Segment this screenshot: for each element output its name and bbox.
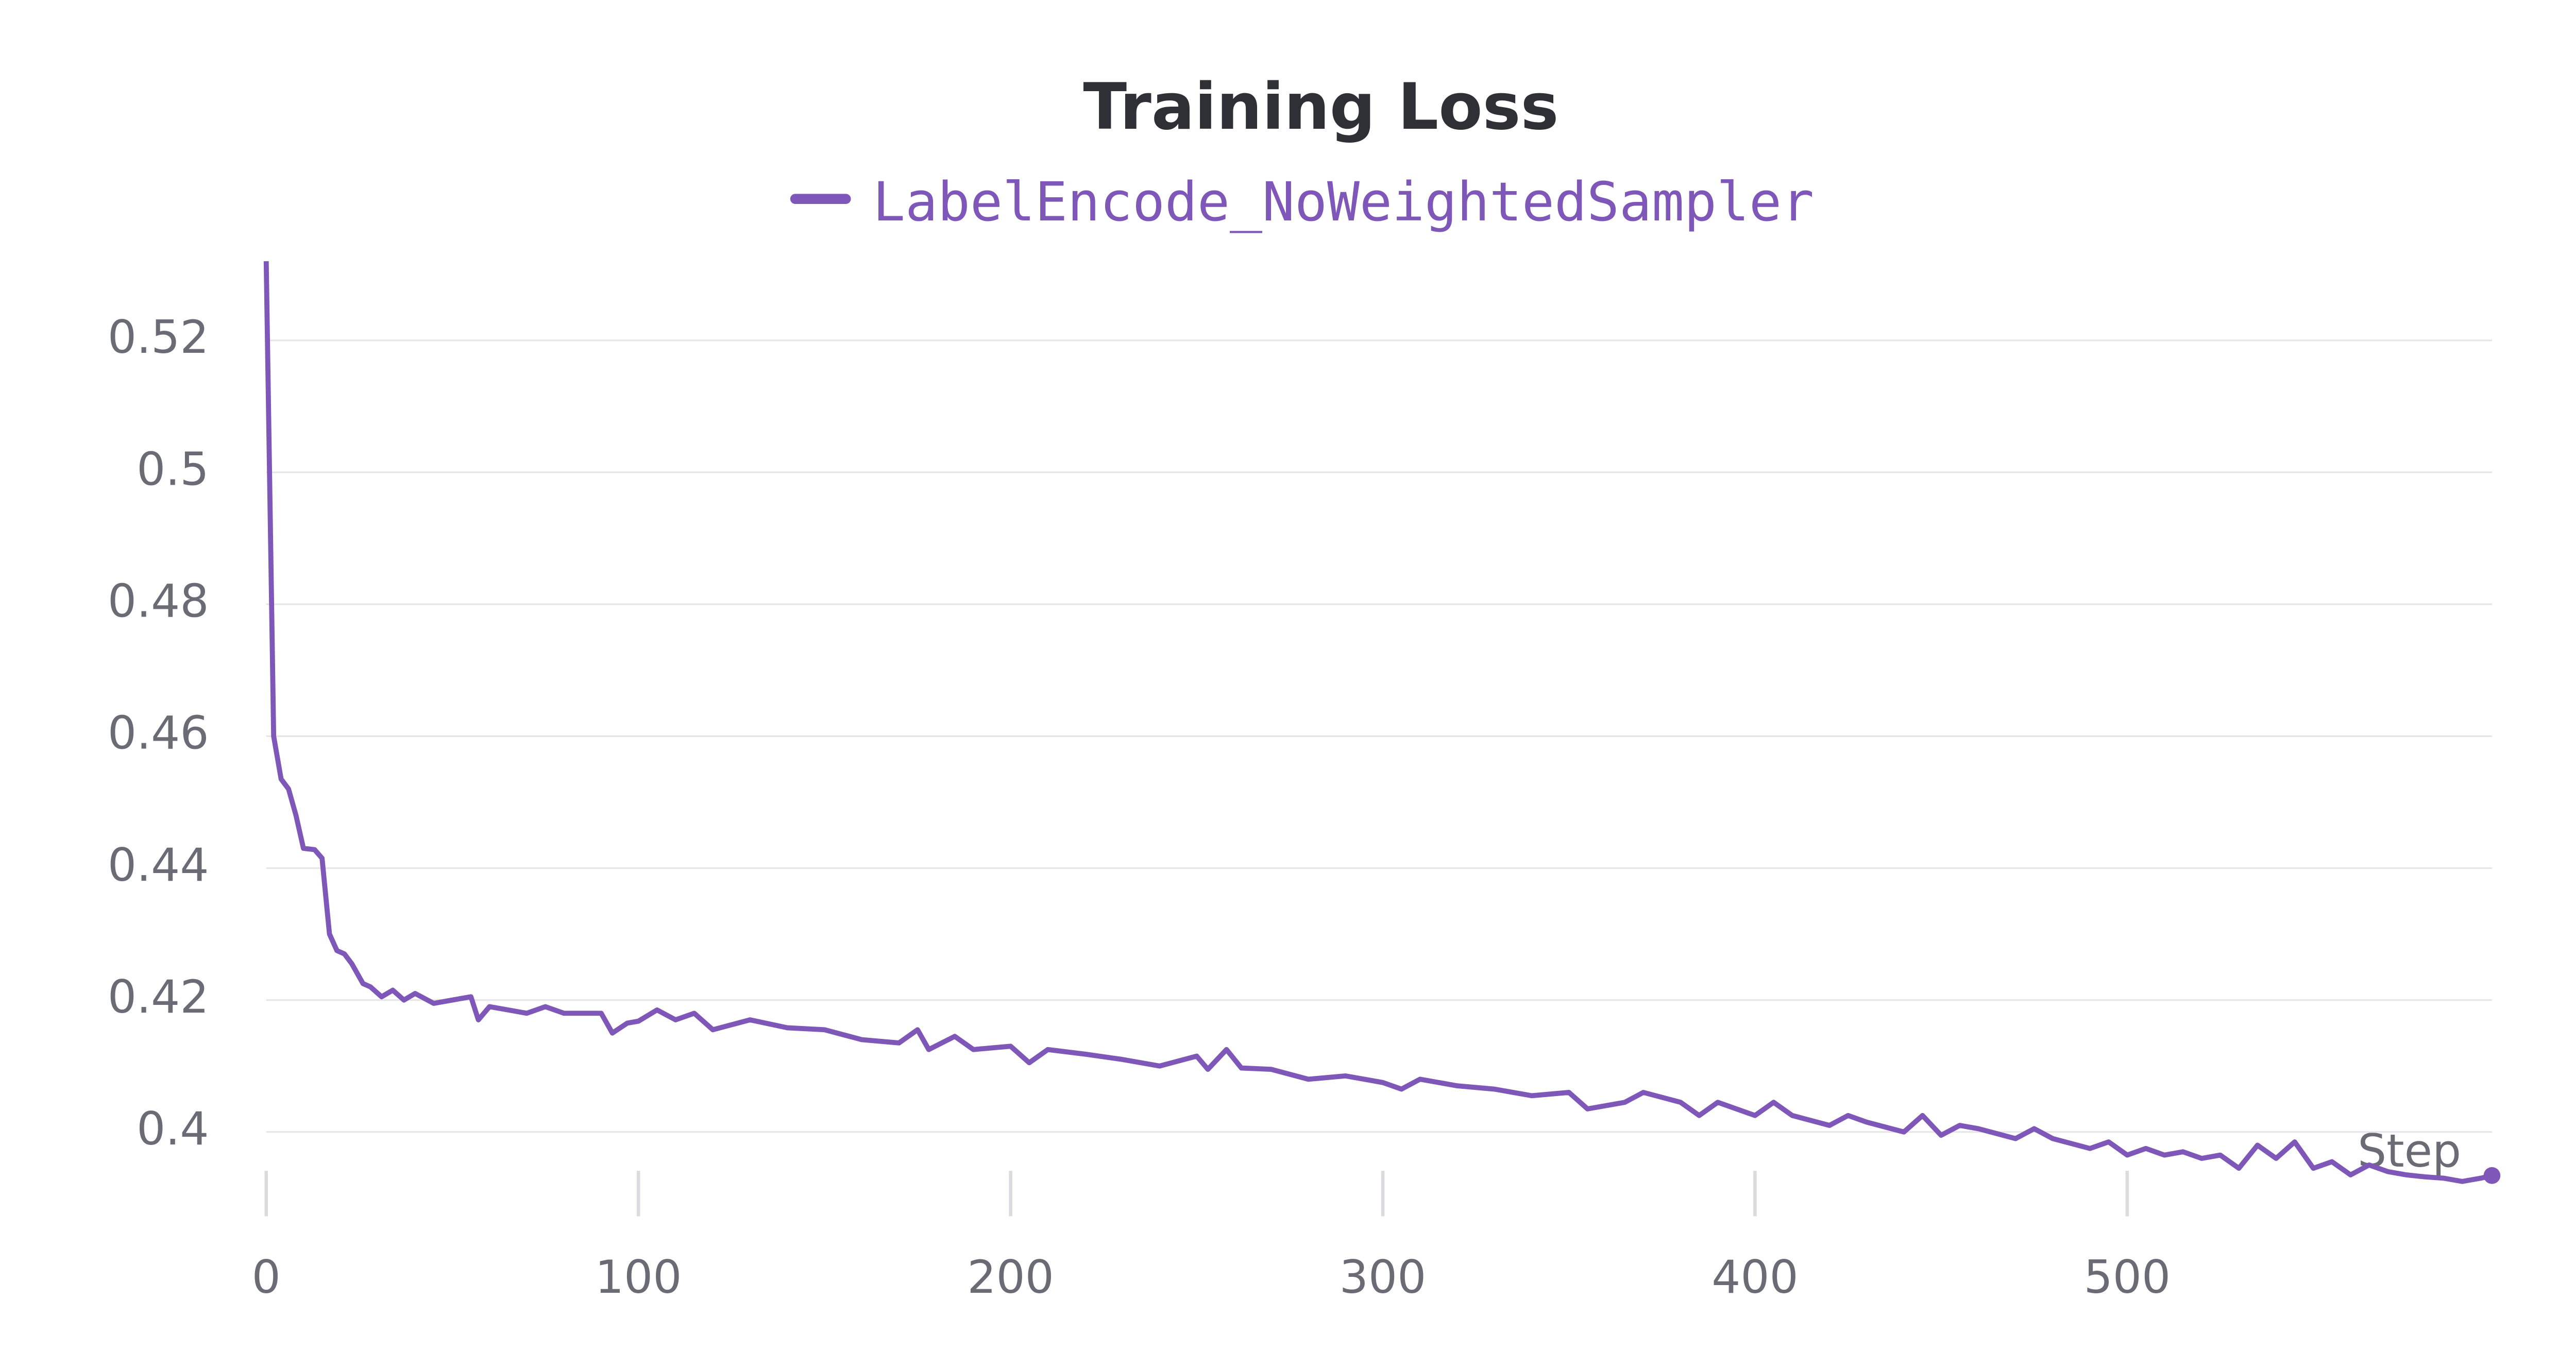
chart-title: Training Loss — [1083, 70, 1558, 144]
x-tick-label: 200 — [967, 1251, 1054, 1304]
data-line — [263, 261, 2493, 1184]
y-tick-label: 0.44 — [108, 839, 209, 892]
x-tick-label: 400 — [1711, 1251, 1799, 1304]
x-tick-label: 500 — [2084, 1251, 2171, 1304]
end-point — [2483, 1167, 2501, 1184]
y-tick-label: 0.5 — [137, 442, 209, 495]
legend-label[interactable]: LabelEncode_NoWeightedSampler — [873, 170, 1814, 233]
x-tick-label: 100 — [595, 1251, 682, 1304]
y-tick-label: 0.4 — [137, 1102, 209, 1155]
x-tick-label: 300 — [1340, 1251, 1427, 1304]
y-tick-label: 0.42 — [108, 970, 209, 1023]
y-tick-label: 0.48 — [108, 575, 209, 628]
y-tick-label: 0.52 — [108, 311, 209, 364]
y-tick-label: 0.46 — [108, 707, 209, 760]
x-tick-label: 0 — [252, 1251, 281, 1304]
